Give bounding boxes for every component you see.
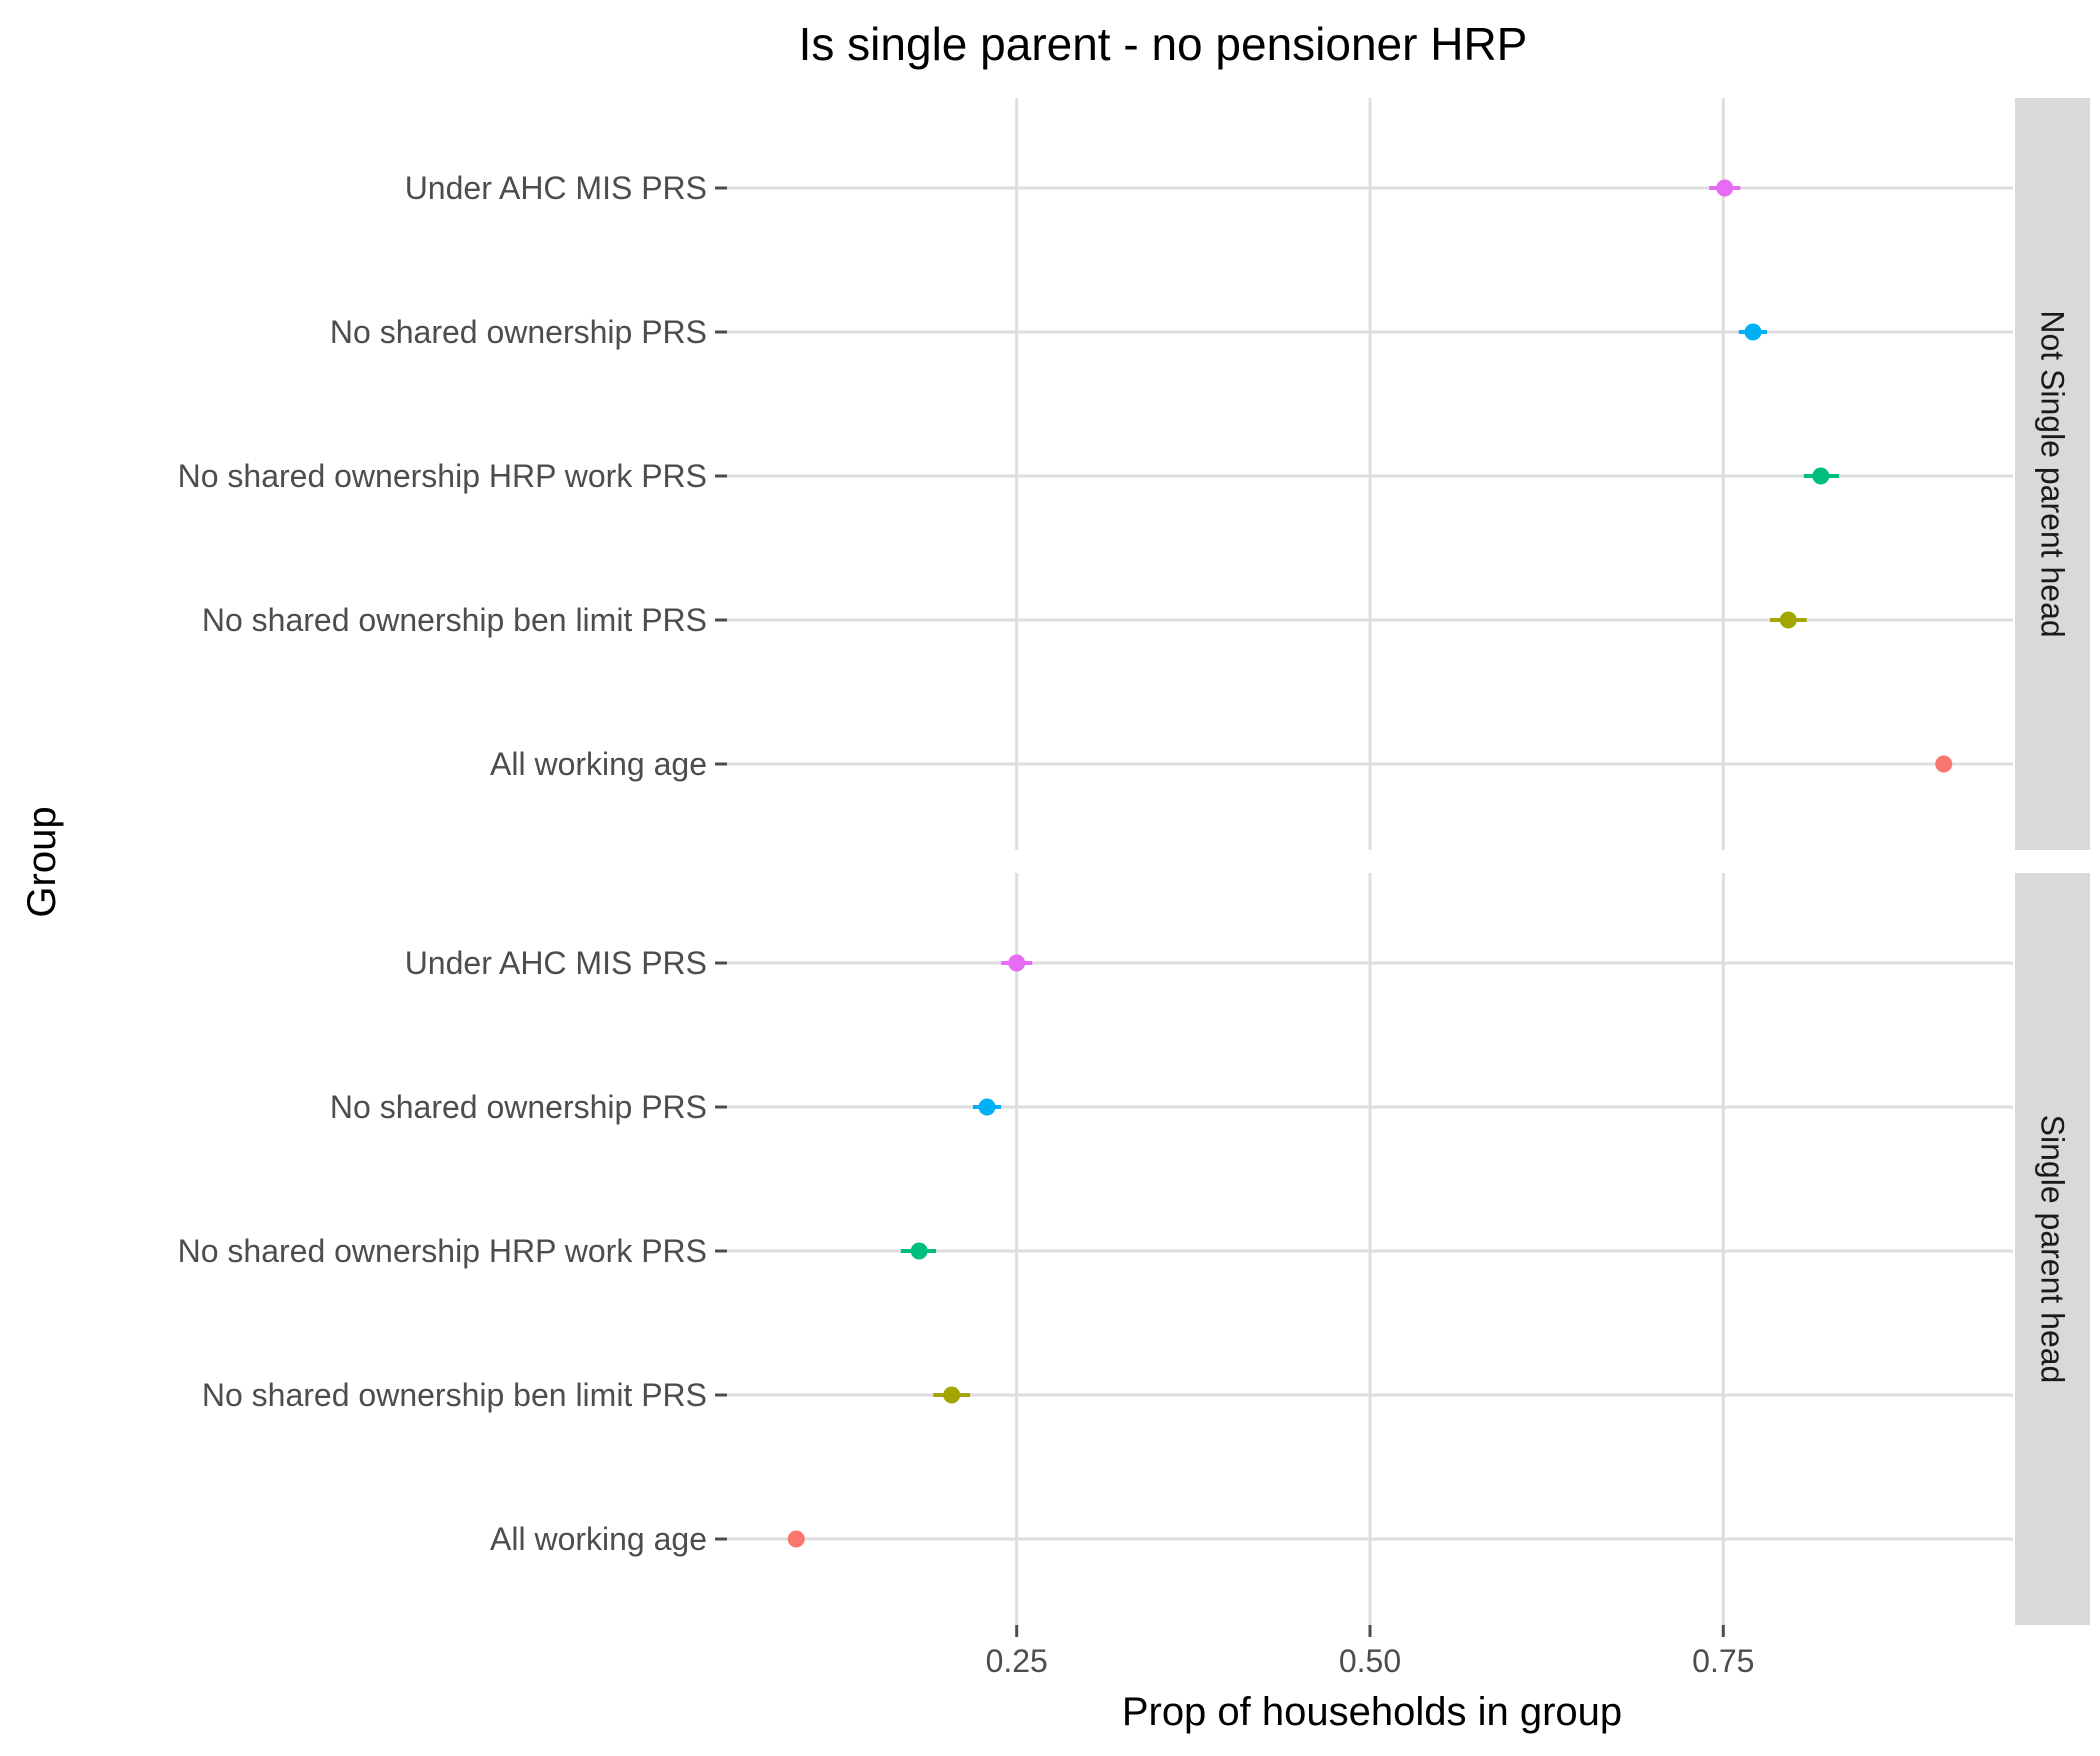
facet-strip [2015, 98, 2090, 850]
y-tick-label: Under AHC MIS PRS [405, 170, 707, 206]
y-tick-label: No shared ownership HRP work PRS [178, 1233, 707, 1269]
facet-strip [2015, 873, 2090, 1625]
data-point [978, 1098, 996, 1116]
x-tick-label: 0.25 [986, 1643, 1048, 1679]
data-point [943, 1386, 961, 1404]
x-tick-label: 0.50 [1339, 1643, 1401, 1679]
data-point [1008, 954, 1026, 972]
y-tick-label: No shared ownership ben limit PRS [202, 602, 707, 638]
chart-title: Is single parent - no pensioner HRP [799, 18, 1528, 70]
y-tick-label: All working age [490, 1521, 707, 1557]
data-point [1744, 323, 1762, 341]
facet-panels: Under AHC MIS PRS No shared ownership PRS… [178, 98, 2090, 1625]
data-point [1812, 467, 1830, 485]
panel-1: Under AHC MIS PRS No shared ownership PRS… [178, 873, 2090, 1625]
y-tick-label: Under AHC MIS PRS [405, 945, 707, 981]
x-axis-title: Prop of households in group [1122, 1690, 1622, 1734]
data-point [787, 1530, 805, 1548]
facet-strip-label: Not Single parent head [2035, 310, 2071, 637]
y-tick-label: No shared ownership ben limit PRS [202, 1377, 707, 1413]
data-point [910, 1242, 928, 1260]
y-tick-label: All working age [490, 746, 707, 782]
data-point [1935, 755, 1953, 773]
y-tick-label: No shared ownership HRP work PRS [178, 458, 707, 494]
x-tick-label: 0.75 [1692, 1643, 1754, 1679]
facet-strip-label: Single parent head [2035, 1115, 2071, 1384]
y-axis-title: Group [20, 806, 64, 917]
x-axis: 0.25 0.50 0.75 [986, 1625, 1754, 1679]
y-tick-label: No shared ownership PRS [330, 314, 707, 350]
data-point [1716, 179, 1734, 197]
data-point [1779, 611, 1797, 629]
panel-0: Under AHC MIS PRS No shared ownership PRS… [178, 98, 2090, 850]
y-tick-label: No shared ownership PRS [330, 1089, 707, 1125]
